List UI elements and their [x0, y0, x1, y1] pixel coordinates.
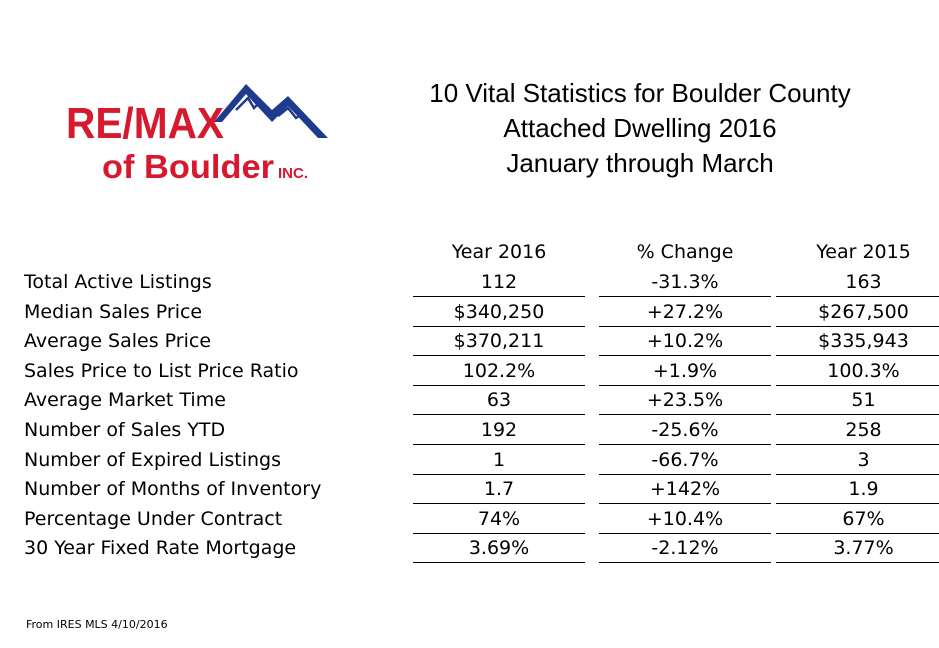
- logo-brand-suffix: INC.: [278, 165, 308, 182]
- value-percent-change: -31.3%: [599, 268, 771, 297]
- value-year-2016: 192: [413, 416, 585, 445]
- table-row: Sales Price to List Price Ratio 102.2% +1.…: [24, 357, 939, 387]
- value-year-2016: 102.2%: [413, 357, 585, 386]
- value-year-2015: 3: [776, 446, 939, 475]
- row-label: Average Sales Price: [24, 330, 212, 353]
- value-year-2016: 3.69%: [413, 534, 585, 564]
- row-label: Total Active Listings: [24, 271, 212, 293]
- value-year-2016: 74%: [413, 505, 585, 534]
- row-label: Percentage Under Contract: [24, 507, 283, 530]
- value-year-2016: $340,250: [413, 298, 585, 327]
- value-percent-change: +10.4%: [599, 505, 771, 534]
- value-year-2016: $370,211: [413, 327, 585, 357]
- logo-brand-line2: of Boulder: [102, 148, 274, 185]
- row-label: Median Sales Price: [24, 300, 203, 323]
- title-line-3: January through March: [506, 148, 774, 178]
- source-footnote: From IRES MLS 4/10/2016: [26, 618, 168, 631]
- row-label: Number of Expired Listings: [24, 448, 281, 471]
- table-row: Total Active Listings 112 -31.3% 163: [24, 268, 939, 298]
- row-label: 30 Year Fixed Rate Mortgage: [24, 537, 297, 560]
- column-header-year-2015: Year 2015: [816, 241, 911, 263]
- value-year-2015: 51: [776, 386, 939, 416]
- table-row: 30 Year Fixed Rate Mortgage 3.69% -2.12% 3.…: [24, 534, 939, 564]
- column-header-year-2016: Year 2016: [451, 241, 547, 263]
- value-year-2016: 1.7: [413, 475, 585, 505]
- value-year-2015: 3.77%: [776, 534, 939, 564]
- table-header-row: Year 2016 % Change Year 2015: [24, 238, 924, 268]
- table-row: Average Sales Price $370,211 +10.2% $335,94…: [24, 327, 939, 357]
- title-line-2: Attached Dwelling 2016: [503, 113, 777, 143]
- table-row: Average Market Time 63 +23.5% 51: [24, 386, 939, 416]
- value-percent-change: -2.12%: [599, 534, 771, 564]
- value-year-2015: 1.9: [776, 475, 939, 505]
- value-year-2015: 258: [776, 416, 939, 445]
- value-year-2015: $267,500: [776, 298, 939, 327]
- value-year-2015: 67%: [776, 505, 939, 534]
- page-title: 10 Vital Statistics for Boulder County A…: [410, 76, 870, 181]
- value-percent-change: +10.2%: [599, 327, 771, 357]
- value-year-2016: 63: [413, 386, 585, 416]
- remax-logo: RE/MAX of Boulder INC.: [66, 80, 336, 190]
- value-year-2016: 1: [413, 446, 585, 475]
- title-line-1: 10 Vital Statistics for Boulder County: [429, 78, 851, 108]
- table-row: Number of Sales YTD 192 -25.6% 258: [24, 416, 939, 446]
- value-percent-change: +27.2%: [599, 298, 771, 327]
- value-year-2015: 163: [776, 268, 939, 297]
- row-label: Sales Price to List Price Ratio: [24, 359, 299, 382]
- row-label: Number of Months of Inventory: [24, 478, 322, 501]
- table-row: Median Sales Price $340,250 +27.2% $267,500: [24, 298, 939, 328]
- value-year-2015: 100.3%: [776, 357, 939, 386]
- table-body: Total Active Listings 112 -31.3% 163 Median …: [24, 268, 939, 564]
- table-row: Number of Months of Inventory 1.7 +142% 1.9: [24, 475, 939, 505]
- value-percent-change: +1.9%: [599, 357, 771, 386]
- value-percent-change: -66.7%: [599, 446, 771, 475]
- value-year-2016: 112: [413, 268, 585, 297]
- table-row: Number of Expired Listings 1 -66.7% 3: [24, 446, 939, 476]
- value-percent-change: -25.6%: [599, 416, 771, 445]
- table-row: Percentage Under Contract 74% +10.4% 67%: [24, 505, 939, 535]
- logo-brand-line1: RE/MAX: [66, 99, 224, 148]
- value-year-2015: $335,943: [776, 327, 939, 357]
- value-percent-change: +142%: [599, 475, 771, 505]
- row-label: Number of Sales YTD: [24, 418, 226, 441]
- row-label: Average Market Time: [24, 389, 226, 412]
- value-percent-change: +23.5%: [599, 386, 771, 416]
- column-header-percent-change: % Change: [636, 241, 734, 263]
- statistics-table: Year 2016 % Change Year 2015 Total Activ…: [24, 238, 939, 564]
- mountain-logo-icon: RE/MAX of Boulder INC.: [66, 84, 328, 185]
